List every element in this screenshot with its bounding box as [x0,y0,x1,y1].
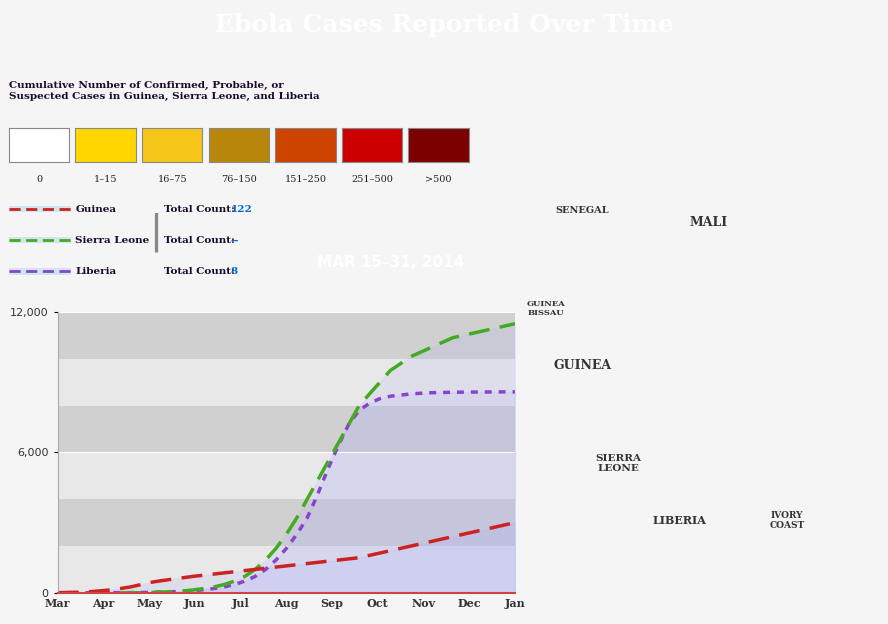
Text: Ebola Cases Reported Over Time: Ebola Cases Reported Over Time [215,13,673,37]
Text: Total Count:: Total Count: [164,205,239,213]
Text: --: -- [231,236,240,245]
Bar [58,406,515,452]
Text: 122: 122 [231,205,252,213]
Text: 1–15: 1–15 [94,175,117,183]
Text: >500: >500 [425,175,452,183]
Text: 76–150: 76–150 [221,175,257,183]
Text: 0: 0 [36,175,42,183]
Text: 16–75: 16–75 [157,175,187,183]
Text: MALI: MALI [689,216,727,228]
Text: 8: 8 [231,267,238,276]
Text: Cumulative Number of Confirmed, Probable, or
Suspected Cases in Guinea, Sierra L: Cumulative Number of Confirmed, Probable… [9,81,320,100]
Text: Total Count:: Total Count: [164,236,239,245]
Text: 151–250: 151–250 [284,175,327,183]
Bar [58,312,515,359]
Text: Liberia: Liberia [75,267,116,276]
Text: Sierra Leone: Sierra Leone [75,236,150,245]
Text: GUINEA
BISSAU: GUINEA BISSAU [527,300,566,317]
Text: MAR 15–31, 2014: MAR 15–31, 2014 [317,255,464,270]
Text: SIERRA
LEONE: SIERRA LEONE [595,454,641,473]
Text: Guinea: Guinea [75,205,116,213]
Text: LIBERIA: LIBERIA [653,515,706,526]
Text: |: | [149,212,162,251]
Text: SENEGAL: SENEGAL [556,206,609,215]
Text: Total Count:: Total Count: [164,267,239,276]
Bar [58,499,515,546]
Text: IVORY
COAST: IVORY COAST [770,511,805,530]
Text: GUINEA: GUINEA [553,359,611,372]
Text: 251–500: 251–500 [351,175,393,183]
